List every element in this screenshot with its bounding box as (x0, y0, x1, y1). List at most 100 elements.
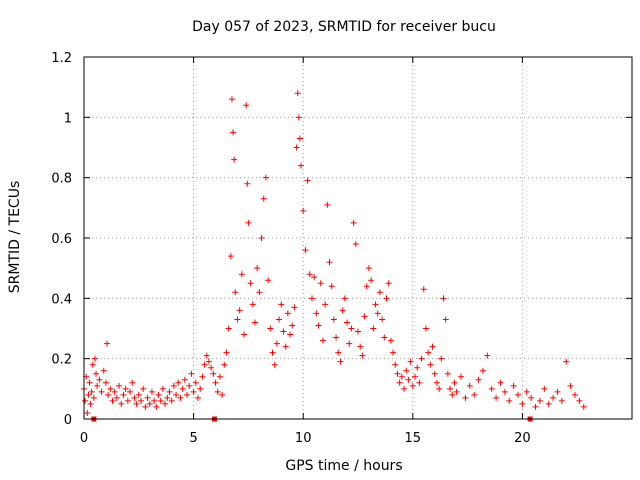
y-tick-label: 0.6 (51, 232, 72, 247)
data-point (109, 397, 116, 404)
data-point (208, 364, 215, 371)
data-point (429, 343, 436, 350)
data-point (164, 394, 171, 401)
data-point (173, 391, 180, 398)
data-point (346, 340, 353, 347)
axis-ticks: 0 5 10 15 20 0 0.2 0.4 0.6 0.8 1 1.2 (51, 51, 632, 446)
data-point (223, 349, 230, 356)
data-point (276, 316, 283, 323)
data-point (153, 403, 160, 410)
y-tick-label: 0 (64, 413, 72, 428)
data-point (241, 331, 248, 338)
data-point (394, 370, 401, 377)
data-point (335, 349, 342, 356)
data-point (488, 385, 495, 392)
data-point (572, 391, 579, 398)
data-point (528, 394, 535, 401)
data-point (151, 397, 158, 404)
data-point (243, 102, 250, 109)
data-point (493, 394, 500, 401)
data-point (238, 271, 245, 278)
data-point (339, 307, 346, 314)
data-point (131, 394, 138, 401)
data-point (170, 382, 177, 389)
data-point (184, 391, 191, 398)
data-point (199, 373, 206, 380)
data-point (308, 295, 315, 302)
data-point (107, 385, 114, 392)
data-point (105, 391, 112, 398)
data-point (175, 379, 182, 386)
grid-lines (84, 57, 632, 419)
data-point (376, 289, 383, 296)
data-point (155, 391, 162, 398)
data-point (267, 325, 274, 332)
data-point (300, 207, 307, 214)
data-point (228, 96, 235, 103)
data-point (403, 367, 410, 374)
y-tick-label: 0.2 (51, 353, 72, 368)
data-point (293, 144, 300, 151)
data-point (142, 403, 149, 410)
data-point (313, 310, 320, 317)
data-point (84, 409, 91, 416)
data-point (269, 349, 276, 356)
data-point (374, 310, 381, 317)
data-point (506, 397, 513, 404)
data-point (234, 316, 241, 323)
data-point (159, 385, 166, 392)
data-point (244, 180, 251, 187)
data-point (558, 397, 565, 404)
data-point (416, 379, 423, 386)
data-point (90, 394, 97, 401)
data-point (162, 400, 169, 407)
data-point (88, 388, 95, 395)
data-point (453, 388, 460, 395)
data-point (137, 397, 144, 404)
data-point (214, 388, 221, 395)
y-tick-label: 0.8 (51, 172, 72, 187)
data-point (405, 376, 412, 383)
data-points (81, 90, 587, 416)
data-point (324, 201, 331, 208)
data-point (298, 162, 305, 169)
data-point (122, 385, 129, 392)
data-point (91, 355, 98, 362)
data-point (291, 304, 298, 311)
data-point (381, 334, 388, 341)
data-point (245, 219, 252, 226)
data-point (256, 289, 263, 296)
data-point (414, 364, 421, 371)
data-point (368, 277, 375, 284)
data-point (427, 361, 434, 368)
data-point (372, 301, 379, 308)
data-point (201, 361, 208, 368)
y-tick-label: 1.2 (51, 51, 72, 66)
data-point (102, 379, 109, 386)
data-point (532, 403, 539, 410)
data-point (385, 280, 392, 287)
data-point (554, 388, 561, 395)
data-point (536, 397, 543, 404)
data-point (212, 379, 219, 386)
data-point (232, 289, 239, 296)
data-point (254, 265, 261, 272)
data-point (258, 235, 265, 241)
data-point (436, 385, 443, 392)
data-point (425, 349, 432, 356)
data-point (438, 355, 445, 362)
chart-title: Day 057 of 2023, SRMTID for receiver buc… (192, 19, 496, 35)
data-point (466, 382, 473, 389)
data-point (302, 247, 309, 254)
data-point (409, 382, 416, 389)
data-point (315, 322, 322, 329)
data-point (359, 352, 366, 359)
data-point (357, 343, 364, 350)
data-point (186, 382, 193, 389)
data-point (341, 295, 348, 302)
data-point (166, 388, 173, 395)
data-point (411, 373, 418, 380)
data-point (118, 400, 125, 407)
data-point (221, 361, 228, 368)
